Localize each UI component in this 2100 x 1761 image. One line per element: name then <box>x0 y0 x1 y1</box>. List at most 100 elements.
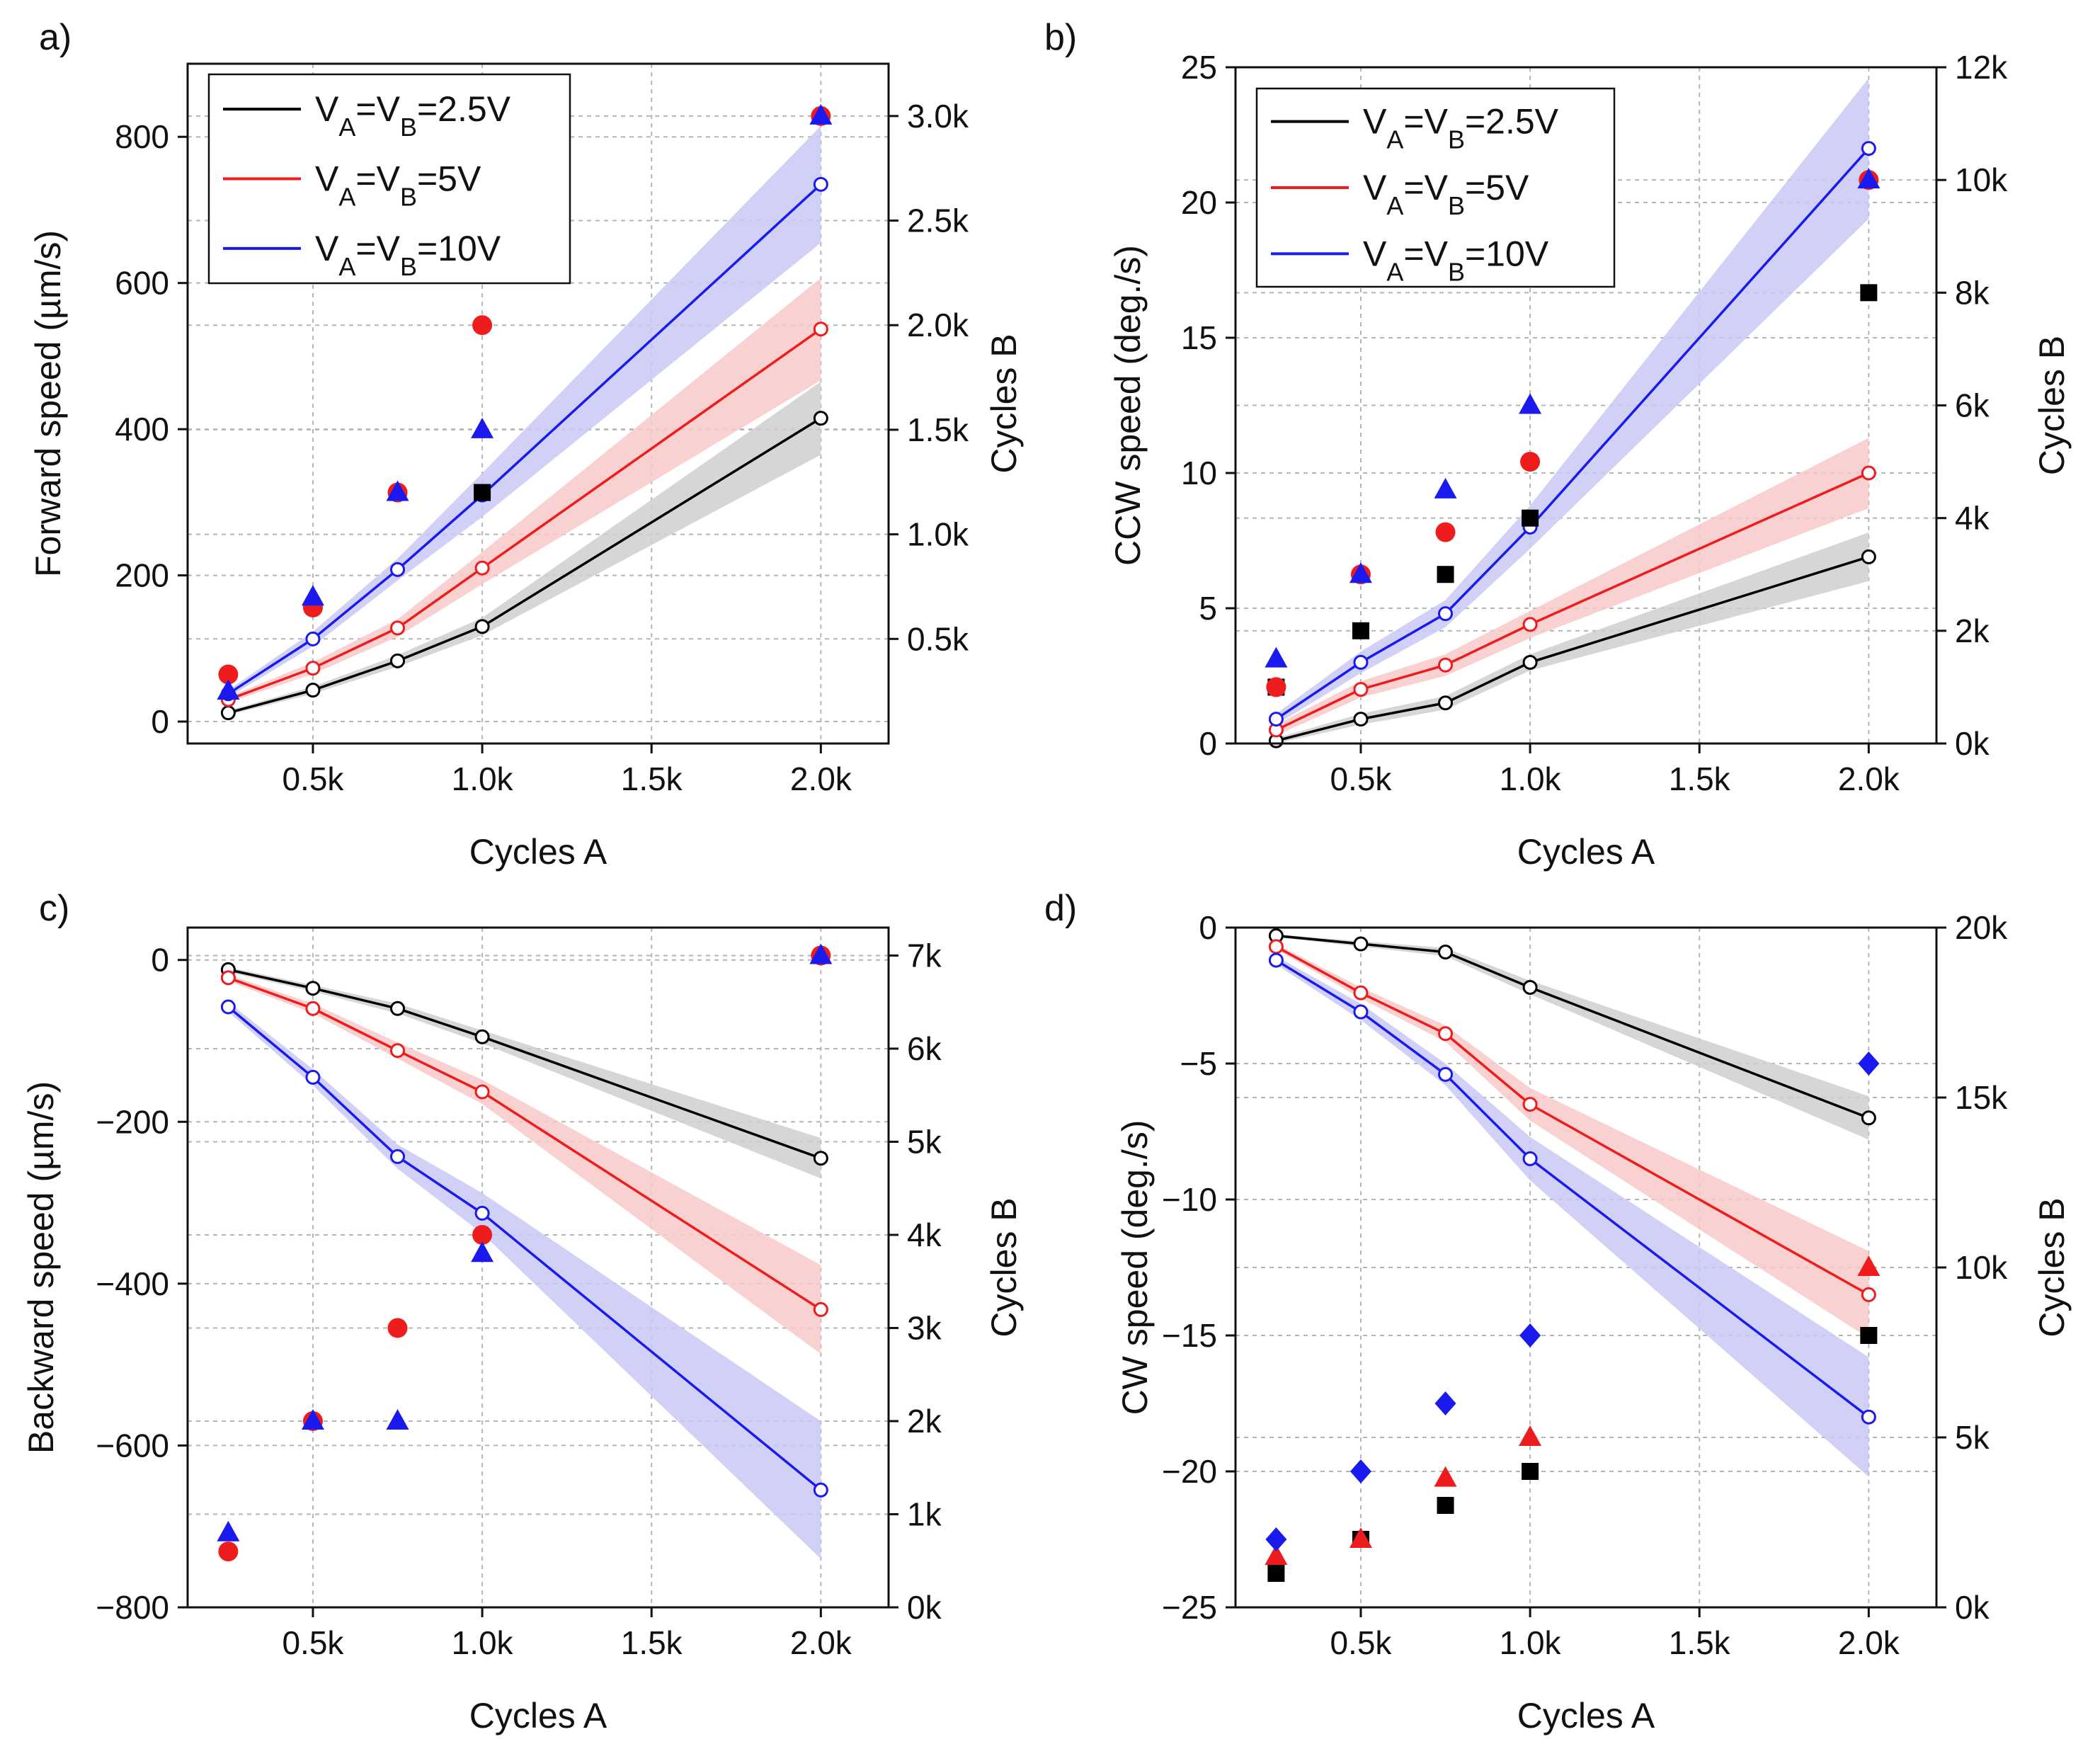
cycles-b-marker-5V <box>1266 677 1286 697</box>
x-tick-label: 1.0k <box>1500 1624 1562 1661</box>
cycles-b-marker-5V <box>1520 452 1541 472</box>
x-axis-label: Cycles A <box>469 1696 607 1736</box>
cycles-b-marker-10V <box>301 1408 324 1430</box>
cycles-b-marker-2.5V <box>474 484 491 501</box>
data-point-10V <box>390 562 406 577</box>
cycles-b-marker-10V <box>386 1408 409 1430</box>
panel-b: 0.5k 1.0k 1.5k 2.0k 0 5 10 15 20 25 0k 2k 4k 6k 8k 10k 1… <box>1044 17 2072 872</box>
data-point-2.5V <box>813 1151 828 1166</box>
y2-tick-label: 5k <box>1955 1419 1990 1456</box>
y-tick-label: 0 <box>151 942 169 979</box>
x-tick-label: 2.0k <box>1838 1624 1900 1661</box>
y2-tick-label: 2.5k <box>907 203 969 239</box>
y2-tick-label: 4k <box>1955 500 1990 537</box>
cycles-b-marker-5V <box>1349 1527 1372 1548</box>
y2-tick-label: 10k <box>1955 1249 2008 1286</box>
y2-tick-label: 6k <box>907 1030 942 1067</box>
cycles-b-marker-10V <box>1265 1527 1287 1551</box>
y-tick-label: 20 <box>1181 184 1217 221</box>
data-point-2.5V <box>305 683 321 698</box>
band-5V <box>1276 944 1869 1338</box>
cycles-b-marker-5V <box>472 315 493 336</box>
y-tick-label: 200 <box>115 557 169 594</box>
y-tick-label: 600 <box>115 265 169 302</box>
data-point-10V <box>813 176 828 192</box>
data-point-5V <box>390 1043 406 1059</box>
y-tick-label: −20 <box>1162 1453 1217 1490</box>
y-tick-label: −400 <box>96 1265 169 1302</box>
x-tick-label: 1.0k <box>1500 760 1562 797</box>
y-tick-label: −15 <box>1162 1317 1217 1354</box>
panel-label: d) <box>1044 888 1077 929</box>
x-axis-label: Cycles A <box>469 832 607 872</box>
cycles-b-marker-5V <box>1435 522 1456 542</box>
band-5V <box>228 974 821 1355</box>
data-point-10V <box>474 1205 490 1221</box>
y-axis-label: Backward speed (µm/s) <box>21 1081 61 1454</box>
x-tick-label: 0.5k <box>1330 760 1392 797</box>
y-tick-label: 800 <box>115 118 169 155</box>
cycles-b-marker-5V <box>472 1224 493 1245</box>
y-tick-label: 0 <box>1199 909 1217 946</box>
cycles-b-marker-2.5V <box>1267 1565 1285 1582</box>
data-point-5V <box>1861 465 1876 481</box>
cycles-b-marker-10V <box>1519 393 1542 414</box>
x-tick-label: 2.0k <box>1838 760 1900 797</box>
x-tick-label: 2.0k <box>790 1624 852 1661</box>
cycles-b-marker-10V <box>1857 168 1881 189</box>
cycles-b-marker-5V <box>1519 1425 1542 1446</box>
panel-label: b) <box>1044 17 1077 58</box>
y2-tick-label: 2k <box>1955 612 1990 649</box>
data-point-5V <box>813 1301 828 1317</box>
cycles-b-marker-5V <box>1857 1255 1881 1276</box>
x-tick-label: 1.5k <box>621 760 683 797</box>
legend-label: VA=VB=10V <box>1363 234 1549 286</box>
cycles-b-marker-10V <box>1434 477 1457 498</box>
data-point-10V <box>1438 606 1454 622</box>
data-point-2.5V <box>1438 945 1454 960</box>
cycles-b-marker-10V <box>1519 1323 1541 1347</box>
data-point-10V <box>1522 1151 1538 1166</box>
data-point-5V <box>1438 657 1454 673</box>
y-tick-label: 400 <box>115 411 169 448</box>
y-tick-label: 25 <box>1181 49 1217 86</box>
cycles-b-marker-2.5V <box>1522 1463 1539 1480</box>
cycles-b-marker-10V <box>809 943 833 964</box>
panel-a: 0.5k 1.0k 1.5k 2.0k 0 200 400 600 800 0.5k 1.0k 1.5… <box>28 17 1024 872</box>
data-point-5V <box>305 1001 321 1016</box>
data-point-5V <box>305 661 321 676</box>
data-point-2.5V <box>305 981 321 996</box>
x-tick-label: 1.0k <box>452 1624 514 1661</box>
y2-tick-label: 2k <box>907 1403 942 1440</box>
x-tick-label: 0.5k <box>282 1624 344 1661</box>
cycles-b-marker-10V <box>1349 1459 1371 1483</box>
cycles-b-marker-2.5V <box>1522 509 1539 527</box>
data-point-5V <box>1353 682 1369 697</box>
data-point-5V <box>1522 617 1538 632</box>
data-point-2.5V <box>1353 712 1369 727</box>
cycles-b-marker-10V <box>217 679 240 700</box>
data-point-2.5V <box>1353 936 1369 952</box>
y2-tick-label: 5k <box>907 1123 942 1160</box>
cycles-b-marker-5V <box>218 664 239 685</box>
data-point-10V <box>1353 654 1369 670</box>
y2-tick-label: 0k <box>1955 725 1990 762</box>
data-point-5V <box>1861 1287 1876 1302</box>
data-point-5V <box>474 1084 490 1100</box>
y-tick-label: 0 <box>1199 725 1217 762</box>
y-tick-label: 5 <box>1199 590 1217 627</box>
legend-label: VA=VB=5V <box>315 159 481 212</box>
data-point-10V <box>813 1482 828 1498</box>
y2-tick-label: 1.5k <box>907 411 969 448</box>
cycles-b-marker-2.5V <box>1437 566 1454 583</box>
x-tick-label: 1.5k <box>1669 760 1731 797</box>
cycles-b-marker-10V <box>809 103 833 125</box>
cycles-b-marker-5V <box>1265 1544 1288 1565</box>
panel-d: 0.5k 1.0k 1.5k 2.0k 0 −5 −10 −15 −20 −25 0k 5k 10k 15… <box>1044 888 2072 1736</box>
y2-tick-label: 0k <box>907 1589 942 1626</box>
y-tick-label: −10 <box>1162 1181 1217 1218</box>
y-tick-label: −200 <box>96 1103 169 1140</box>
data-point-5V <box>1268 939 1284 954</box>
data-point-2.5V <box>1522 979 1538 995</box>
